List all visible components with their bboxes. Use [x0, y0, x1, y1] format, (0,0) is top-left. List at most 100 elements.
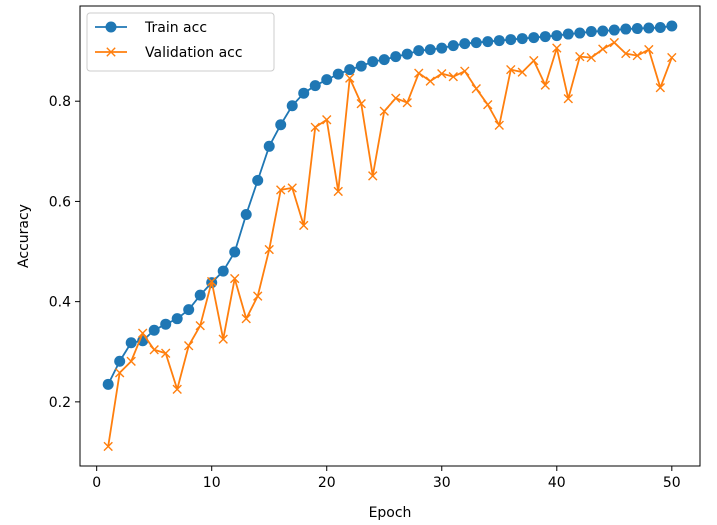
x-axis-label: Epoch	[369, 505, 412, 521]
data-point	[424, 44, 436, 56]
data-point	[483, 100, 493, 110]
x-tick-label: 20	[318, 475, 336, 491]
data-point	[102, 378, 114, 390]
legend-swatch-validation	[95, 47, 127, 57]
data-point	[184, 341, 194, 351]
y-tick-label: 0.2	[49, 395, 71, 411]
data-point	[333, 186, 343, 197]
data-point	[252, 174, 264, 186]
data-point	[655, 82, 666, 93]
legend-swatch-train	[95, 21, 127, 33]
data-point	[529, 55, 539, 66]
data-point	[643, 22, 655, 34]
y-tick-label: 0.4	[49, 295, 71, 311]
series-validation	[103, 37, 677, 452]
legend: Train acc Validation acc	[86, 12, 275, 72]
data-point	[322, 115, 332, 125]
data-point	[401, 48, 413, 60]
data-point	[470, 37, 482, 49]
data-point	[391, 93, 401, 103]
data-point	[229, 246, 241, 258]
data-point	[356, 99, 366, 109]
data-point	[345, 73, 355, 83]
data-point	[437, 68, 447, 79]
data-point	[171, 313, 183, 325]
data-point	[413, 45, 425, 57]
data-point	[321, 74, 333, 86]
legend-label-validation: Validation acc	[145, 45, 243, 61]
data-point	[332, 68, 344, 80]
data-point	[253, 291, 263, 301]
data-point	[540, 80, 550, 90]
data-point	[505, 34, 517, 46]
y-axis-label: Accuracy	[16, 204, 32, 268]
data-point	[493, 35, 505, 47]
data-point	[563, 94, 573, 104]
legend-box	[86, 12, 275, 72]
data-point	[551, 30, 563, 42]
legend-item-validation: Validation acc	[95, 45, 243, 61]
data-point	[644, 44, 654, 55]
data-point	[125, 337, 137, 349]
data-point	[207, 276, 217, 287]
data-point	[194, 289, 206, 301]
data-point	[264, 244, 274, 255]
data-point	[528, 32, 540, 44]
data-point	[103, 441, 113, 452]
data-point	[299, 220, 309, 231]
data-point	[517, 67, 527, 77]
data-point	[632, 50, 643, 61]
data-point	[447, 40, 459, 52]
data-point	[609, 37, 619, 48]
data-point	[275, 119, 287, 131]
data-point	[574, 27, 586, 39]
data-point	[654, 22, 666, 34]
data-point	[586, 52, 596, 63]
data-point	[263, 140, 275, 152]
data-point	[425, 76, 435, 86]
data-point	[286, 100, 298, 112]
legend-label-train: Train acc	[144, 20, 207, 36]
data-point	[666, 20, 678, 32]
data-point	[309, 80, 321, 92]
data-point	[368, 171, 378, 181]
x-tick-label: 40	[548, 475, 566, 491]
series-train	[102, 20, 678, 390]
data-point	[608, 24, 620, 36]
data-point	[126, 356, 136, 366]
data-point	[137, 328, 148, 338]
data-point	[575, 51, 585, 62]
y-tick-label: 0.8	[49, 94, 71, 110]
data-point	[149, 345, 159, 355]
legend-marker	[106, 47, 116, 57]
data-point	[414, 68, 424, 78]
data-point	[344, 64, 356, 76]
data-point	[355, 60, 367, 72]
axes-frame	[79, 5, 701, 467]
legend-item-train: Train acc	[95, 20, 207, 36]
data-point	[506, 64, 516, 75]
data-point	[448, 71, 458, 82]
legend-marker	[105, 21, 117, 33]
data-point	[390, 51, 402, 63]
x-tick-label: 30	[433, 475, 451, 491]
data-point	[114, 368, 125, 378]
data-point	[217, 265, 229, 277]
x-tick-label: 10	[203, 475, 221, 491]
data-point	[161, 348, 171, 358]
data-point	[172, 384, 182, 395]
data-point	[183, 304, 195, 316]
data-point	[597, 25, 609, 37]
data-point	[471, 83, 481, 94]
data-point	[620, 23, 632, 35]
data-point	[631, 23, 643, 35]
data-point	[539, 31, 551, 43]
data-point	[367, 56, 379, 68]
data-point	[482, 36, 494, 48]
ticks-layer: 0 10 20 30 40 50 0.2 0.4 0.6 0.8	[49, 94, 681, 491]
data-point	[667, 52, 677, 63]
x-tick-label: 50	[663, 475, 681, 491]
data-point	[378, 54, 390, 66]
